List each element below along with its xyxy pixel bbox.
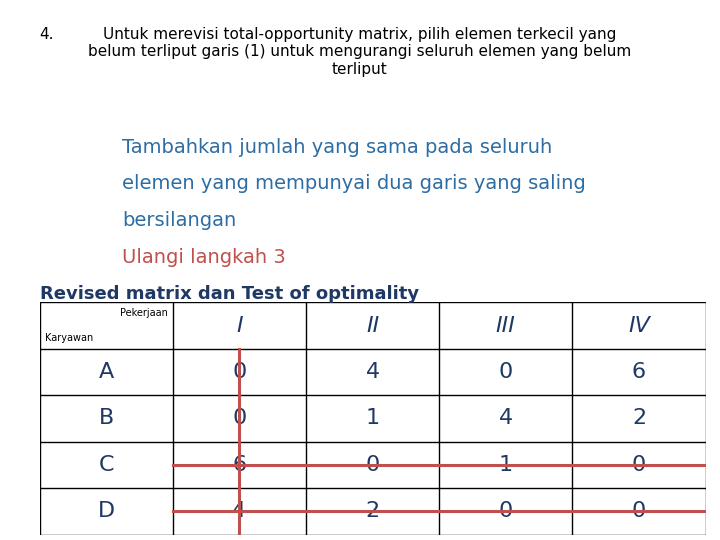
Text: III: III (496, 315, 516, 336)
Text: 4: 4 (499, 408, 513, 429)
Text: 0: 0 (366, 455, 379, 475)
Text: 2: 2 (632, 408, 646, 429)
Text: 1: 1 (366, 408, 379, 429)
Text: elemen yang mempunyai dua garis yang saling: elemen yang mempunyai dua garis yang sal… (122, 174, 586, 193)
Text: 6: 6 (632, 362, 646, 382)
Text: Pekerjaan: Pekerjaan (120, 308, 168, 318)
Text: B: B (99, 408, 114, 429)
Text: 6: 6 (233, 455, 246, 475)
Text: Ulangi langkah 3: Ulangi langkah 3 (122, 248, 286, 267)
Text: D: D (98, 501, 114, 522)
Text: 0: 0 (632, 455, 646, 475)
Text: 0: 0 (233, 408, 246, 429)
Text: 0: 0 (499, 362, 513, 382)
Text: IV: IV (628, 315, 650, 336)
Text: A: A (99, 362, 114, 382)
Text: C: C (99, 455, 114, 475)
Text: II: II (366, 315, 379, 336)
Text: Revised matrix dan Test of optimality: Revised matrix dan Test of optimality (40, 285, 419, 302)
Text: 2: 2 (366, 501, 379, 522)
Text: I: I (236, 315, 243, 336)
Text: 1: 1 (499, 455, 513, 475)
Text: 0: 0 (233, 362, 246, 382)
Text: Untuk merevisi total-opportunity matrix, pilih elemen terkecil yang
belum terlip: Untuk merevisi total-opportunity matrix,… (89, 27, 631, 77)
Text: Tambahkan jumlah yang sama pada seluruh: Tambahkan jumlah yang sama pada seluruh (122, 138, 553, 157)
Text: 0: 0 (499, 501, 513, 522)
Text: bersilangan: bersilangan (122, 211, 237, 230)
Text: 0: 0 (632, 501, 646, 522)
Text: 4.: 4. (40, 27, 54, 42)
Text: 4: 4 (366, 362, 379, 382)
Text: Karyawan: Karyawan (45, 333, 93, 343)
Text: 4: 4 (233, 501, 246, 522)
